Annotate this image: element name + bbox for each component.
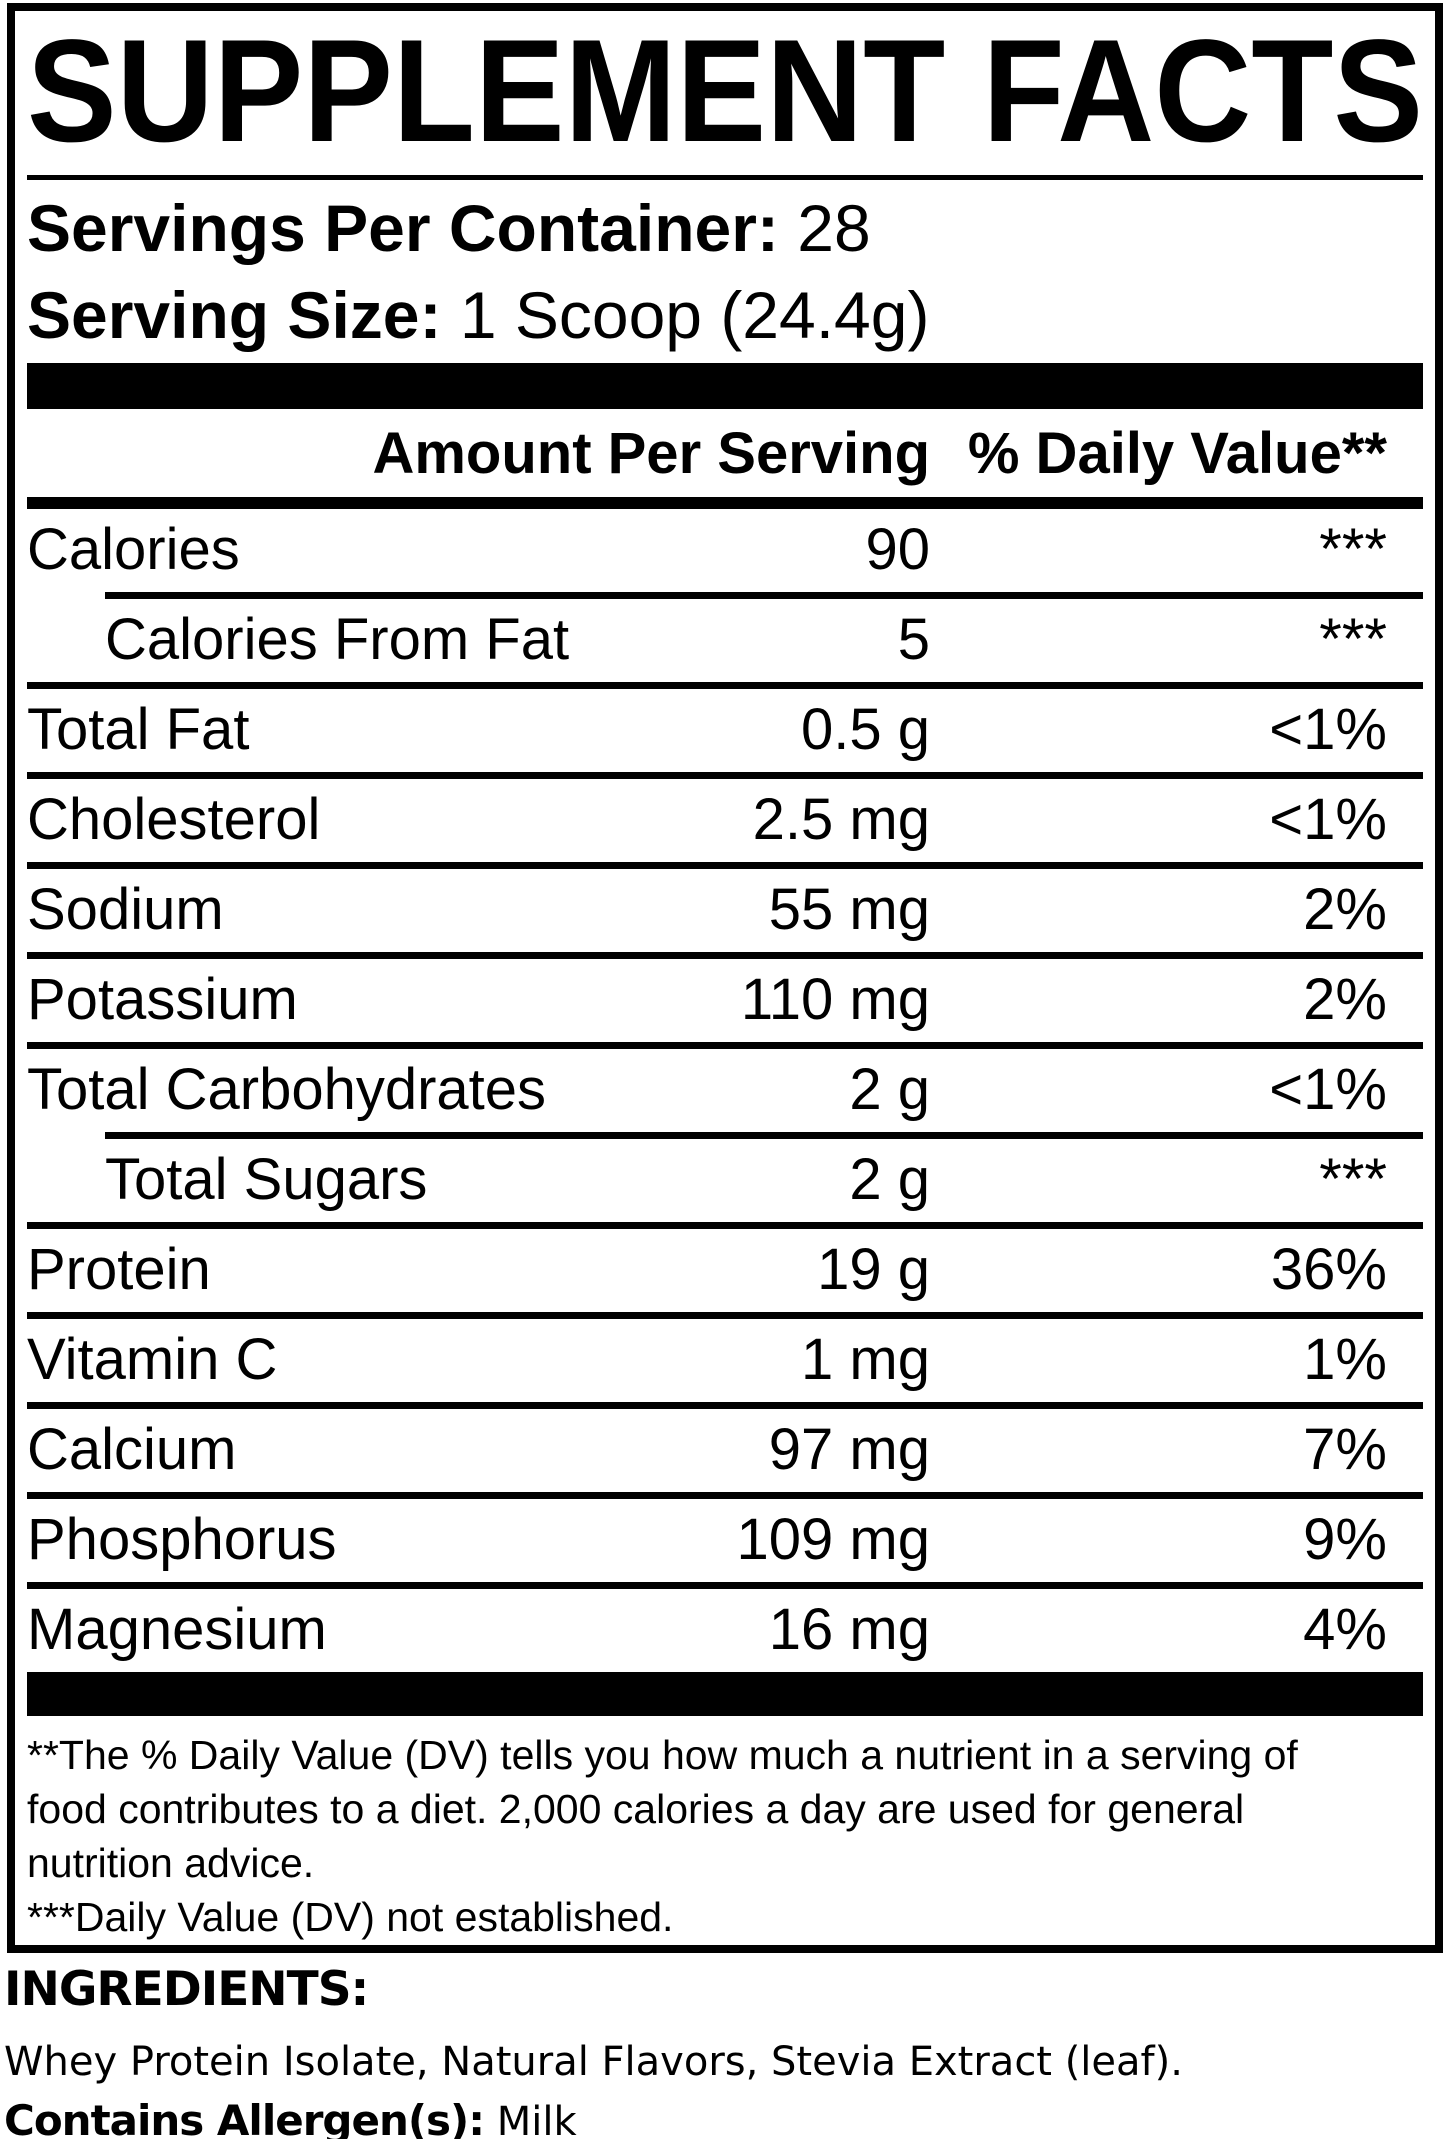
separator-bar-top <box>27 363 1423 409</box>
row-divider <box>27 772 1423 779</box>
nutrient-row: Phosphorus 109 mg 9% <box>27 1499 1423 1582</box>
nutrient-row: Total Fat 0.5 g <1% <box>27 689 1423 772</box>
nutrient-label: Protein <box>27 1237 211 1302</box>
nutrient-amount: 97 mg <box>768 1417 930 1482</box>
nutrient-amount: 2 g <box>849 1057 930 1122</box>
page-title: SUPPLEMENT FACTS <box>27 33 1423 155</box>
nutrient-label: Sodium <box>27 877 224 942</box>
nutrient-amount: 0.5 g <box>801 697 930 762</box>
nutrient-label: Calories From Fat <box>105 607 570 672</box>
facts-table-body: Calories 90 *** Calories From Fat 5 *** … <box>27 509 1423 1672</box>
nutrient-dv: 2% <box>1303 967 1387 1032</box>
nutrient-amount: 55 mg <box>768 877 930 942</box>
nutrient-row: Potassium 110 mg 2% <box>27 959 1423 1042</box>
serving-size-value: 1 Scoop (24.4g) <box>459 278 930 352</box>
nutrient-amount: 90 <box>865 517 930 582</box>
row-divider <box>27 682 1423 689</box>
servings-per-container-line: Servings Per Container: 28 <box>27 185 1423 272</box>
row-divider <box>105 1132 1423 1139</box>
separator-bar-bottom <box>27 1672 1423 1716</box>
nutrient-row: Magnesium 16 mg 4% <box>27 1589 1423 1672</box>
nutrient-amount: 5 <box>897 607 930 672</box>
nutrient-row: Cholesterol 2.5 mg <1% <box>27 779 1423 862</box>
row-divider <box>27 1582 1423 1589</box>
footnote-not-established: ***Daily Value (DV) not established. <box>27 1894 674 1940</box>
allergen-line: Contains Allergen(s): Milk <box>4 2096 1442 2139</box>
row-divider <box>27 952 1423 959</box>
nutrient-dv: *** <box>1319 607 1387 672</box>
row-divider <box>27 862 1423 869</box>
footnotes: **The % Daily Value (DV) tells you how m… <box>27 1716 1327 1944</box>
supplement-facts-panel: SUPPLEMENT FACTS Servings Per Container:… <box>7 3 1443 1953</box>
nutrient-label: Total Sugars <box>105 1147 428 1212</box>
nutrient-dv: *** <box>1319 1147 1387 1212</box>
nutrient-dv: 7% <box>1303 1417 1387 1482</box>
nutrient-amount: 19 g <box>817 1237 930 1302</box>
footnote-daily-value: **The % Daily Value (DV) tells you how m… <box>27 1732 1298 1886</box>
ingredients-list: Whey Protein Isolate, Natural Flavors, S… <box>4 2039 1183 2085</box>
title-banner: SUPPLEMENT FACTS <box>27 33 1423 155</box>
nutrient-row: Calories 90 *** <box>27 509 1423 592</box>
serving-info: Servings Per Container: 28 Serving Size:… <box>27 185 1423 359</box>
nutrient-dv: 4% <box>1303 1597 1387 1662</box>
nutrient-label: Phosphorus <box>27 1507 337 1572</box>
nutrient-row: Vitamin C 1 mg 1% <box>27 1319 1423 1402</box>
table-header-left: Amount Per Serving <box>27 425 930 483</box>
row-divider <box>27 1312 1423 1319</box>
nutrient-row: Protein 19 g 36% <box>27 1229 1423 1312</box>
nutrient-amount: 109 mg <box>736 1507 930 1572</box>
nutrient-dv: <1% <box>1269 787 1387 852</box>
nutrient-label: Calcium <box>27 1417 237 1482</box>
nutrient-dv: <1% <box>1269 697 1387 762</box>
serving-size-line: Serving Size: 1 Scoop (24.4g) <box>27 272 1423 359</box>
nutrient-label: Cholesterol <box>27 787 321 852</box>
nutrient-dv: 9% <box>1303 1507 1387 1572</box>
nutrient-amount: 1 mg <box>801 1327 930 1392</box>
nutrient-label: Magnesium <box>27 1597 327 1662</box>
servings-per-container-label: Servings Per Container: <box>27 191 779 265</box>
servings-per-container-value: 28 <box>797 191 871 265</box>
nutrient-row: Sodium 55 mg 2% <box>27 869 1423 952</box>
nutrient-amount: 2.5 mg <box>752 787 930 852</box>
allergen-value-text: Milk <box>496 2099 577 2139</box>
amount-per-serving-header: Amount Per Serving <box>372 421 930 486</box>
nutrient-label: Calories <box>27 517 240 582</box>
nutrient-label: Vitamin C <box>27 1327 278 1392</box>
nutrient-amount: 2 g <box>849 1147 930 1212</box>
nutrient-row: Calories From Fat 5 *** <box>27 599 1423 682</box>
nutrient-dv: 36% <box>1270 1237 1387 1302</box>
table-header-row: Amount Per Serving % Daily Value** <box>27 409 1423 497</box>
allergen-label: Contains Allergen(s): <box>4 2096 485 2139</box>
nutrient-row: Total Sugars 2 g *** <box>27 1139 1423 1222</box>
header-divider <box>27 497 1423 509</box>
nutrient-row: Total Carbohydrates 2 g <1% <box>27 1049 1423 1132</box>
nutrient-label: Total Fat <box>27 697 250 762</box>
nutrient-dv: *** <box>1319 517 1387 582</box>
nutrient-dv: <1% <box>1269 1057 1387 1122</box>
nutrient-amount: 110 mg <box>740 967 930 1032</box>
nutrient-row: Calcium 97 mg 7% <box>27 1409 1423 1492</box>
ingredients-heading: INGREDIENTS: <box>4 1962 369 2017</box>
title-divider <box>27 175 1423 180</box>
nutrient-label: Potassium <box>27 967 298 1032</box>
nutrient-label: Total Carbohydrates <box>27 1057 547 1122</box>
row-divider <box>27 1222 1423 1229</box>
nutrient-dv: 1% <box>1303 1327 1387 1392</box>
nutrient-amount: 16 mg <box>768 1597 930 1662</box>
ingredients-section: INGREDIENTS: Whey Protein Isolate, Natur… <box>4 1966 1442 2139</box>
serving-size-label: Serving Size: <box>27 278 442 352</box>
row-divider <box>105 592 1423 599</box>
daily-value-header: % Daily Value** <box>967 421 1387 486</box>
row-divider <box>27 1402 1423 1409</box>
row-divider <box>27 1492 1423 1499</box>
nutrient-dv: 2% <box>1303 877 1387 942</box>
row-divider <box>27 1042 1423 1049</box>
